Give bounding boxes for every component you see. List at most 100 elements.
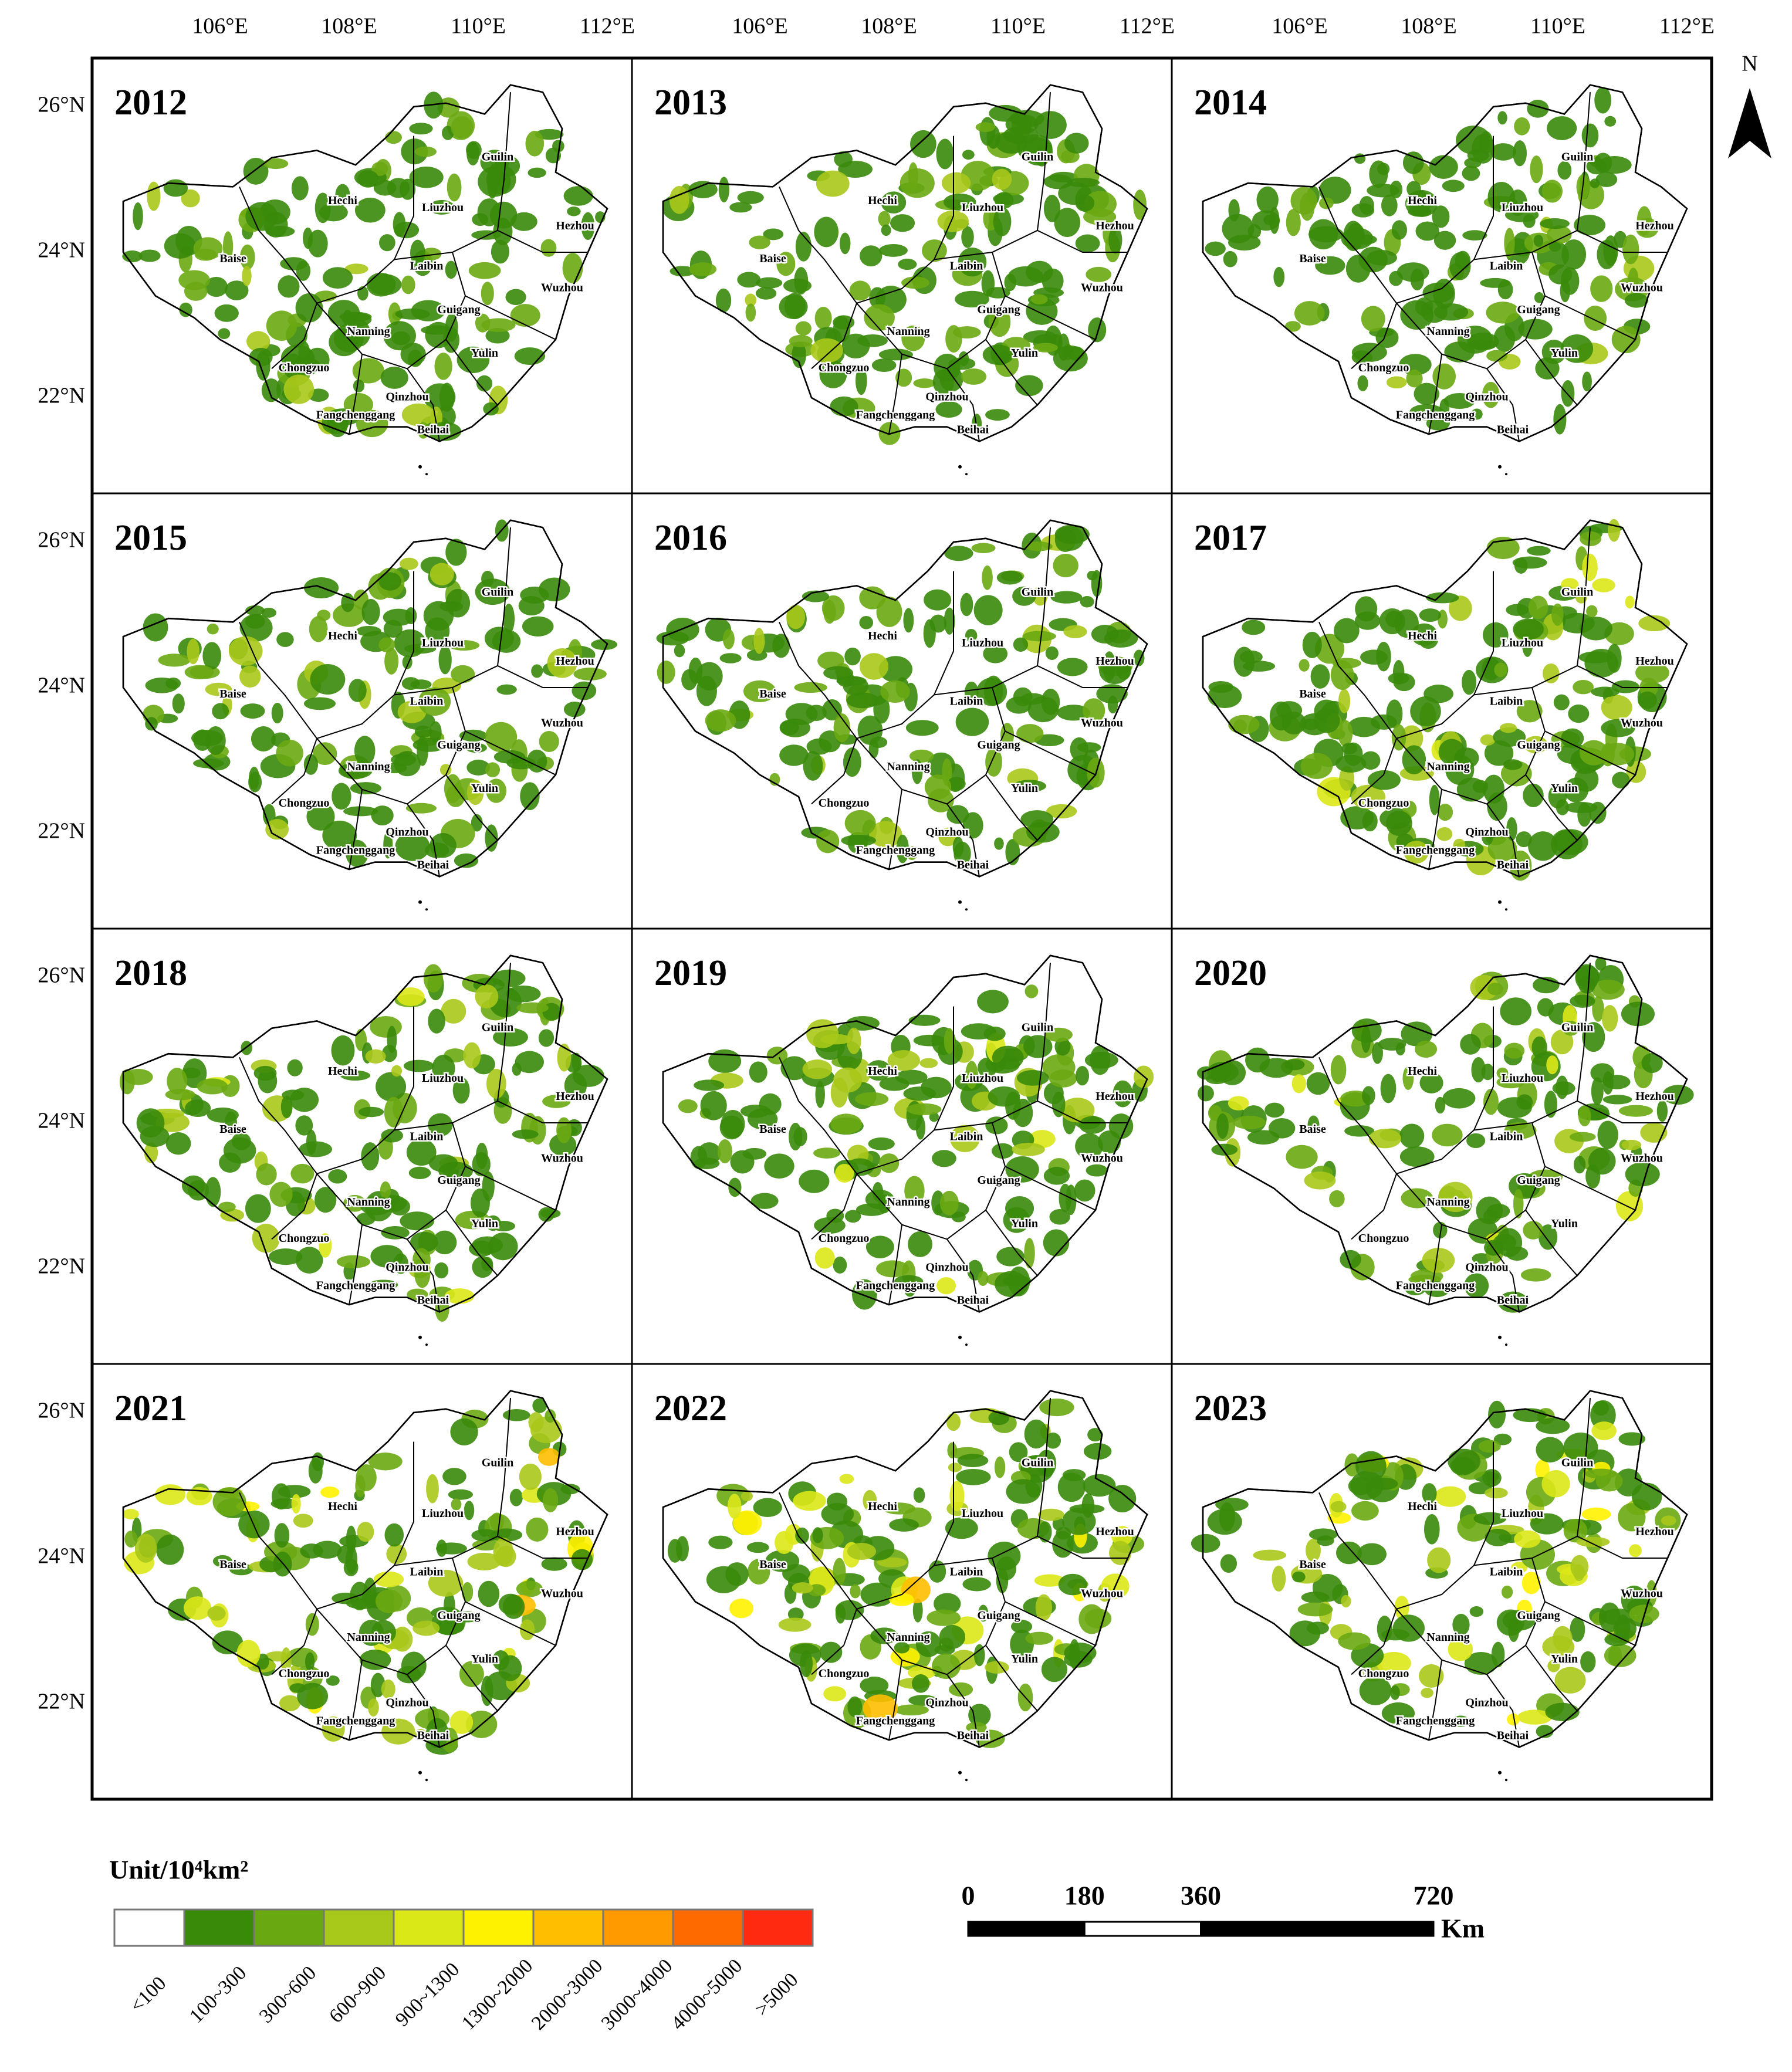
density-patch (516, 1580, 543, 1597)
city-label: Baise (219, 688, 246, 700)
city-label: Nanning (887, 1196, 929, 1208)
density-patch (985, 1116, 1008, 1135)
city-boundary (239, 1492, 318, 1675)
density-patch (1456, 777, 1486, 802)
density-patch (1276, 701, 1303, 720)
density-patch (158, 654, 191, 667)
city-label: Qinzhou (386, 1261, 428, 1274)
density-patch (313, 742, 337, 766)
density-patch (455, 1611, 479, 1623)
density-patch (225, 1111, 238, 1135)
density-patch (983, 644, 1008, 663)
density-patch (900, 168, 935, 198)
density-patch (291, 176, 309, 201)
density-patch (1054, 1037, 1071, 1056)
city-label: Guigang (1517, 1174, 1560, 1187)
density-patch (994, 837, 1004, 850)
density-patch (401, 138, 428, 165)
density-patch (1083, 1443, 1112, 1460)
density-patch (375, 1589, 403, 1613)
density-patch (156, 1534, 184, 1565)
density-patch (353, 379, 365, 392)
panel-year: 2021 (114, 1389, 187, 1428)
density-patch (336, 1255, 370, 1268)
panel-year: 2023 (1194, 1389, 1267, 1428)
density-patch (1578, 976, 1596, 994)
density-patch (564, 1072, 587, 1099)
density-patch (855, 367, 867, 395)
density-patch (434, 1619, 465, 1635)
density-patch (335, 184, 350, 206)
city-boundary (779, 621, 858, 805)
density-patch (906, 1103, 942, 1115)
density-patch (779, 744, 809, 766)
city-label: Liuzhou (1502, 637, 1543, 649)
density-patch (1485, 1528, 1512, 1546)
city-label: Guilin (482, 585, 513, 598)
province-border (662, 519, 1148, 878)
density-patch (1205, 241, 1226, 256)
density-patch (451, 116, 474, 139)
density-patch (197, 1078, 228, 1095)
density-patch (1075, 234, 1100, 253)
city-boundary (349, 1224, 363, 1305)
city-label: Hezhou (556, 1525, 594, 1538)
density-patch (1252, 210, 1280, 231)
density-patch (384, 1523, 404, 1547)
city-label: Hezhou (1635, 655, 1674, 668)
density-patch (471, 814, 483, 832)
city-boundary (1318, 1492, 1398, 1675)
density-patch (729, 1599, 754, 1619)
density-patch (1486, 350, 1507, 362)
density-patch (1268, 1118, 1296, 1139)
density-patch (669, 186, 689, 214)
density-patch (1432, 1123, 1463, 1147)
density-patch (181, 1067, 201, 1079)
density-patch (844, 647, 861, 666)
density-patch (1075, 194, 1095, 212)
density-patch (1480, 277, 1510, 288)
density-patch (719, 653, 742, 663)
density-patch (532, 1398, 547, 1413)
density-patch (1113, 1080, 1133, 1108)
density-patch (814, 306, 832, 330)
density-patch (1516, 700, 1543, 723)
city-label: Nanning (887, 325, 929, 338)
density-patch (1043, 1229, 1070, 1257)
density-patch (1540, 218, 1570, 229)
density-patch (1448, 1637, 1473, 1661)
density-patch (202, 642, 222, 670)
density-patch (988, 307, 1011, 337)
north-arrow (1728, 88, 1771, 158)
density-patch (802, 590, 830, 602)
density-patch (1069, 1639, 1080, 1670)
density-patch (1464, 1651, 1498, 1675)
density-patch (1631, 1482, 1662, 1511)
density-patch (1043, 174, 1073, 189)
city-label: Hezhou (556, 1090, 594, 1103)
north-label: N (1742, 52, 1757, 76)
density-patch (1496, 1076, 1525, 1089)
density-patch (486, 1068, 506, 1099)
density-patch (1622, 234, 1639, 265)
density-patch (965, 629, 978, 642)
legend-swatch (672, 1908, 744, 1947)
city-label: Guilin (1022, 150, 1053, 163)
density-patch (964, 681, 979, 703)
density-patch (689, 262, 717, 276)
density-patch (187, 638, 200, 665)
city-label: Baise (759, 1123, 786, 1136)
city-boundary (445, 1210, 498, 1277)
city-label: Hezhou (1096, 655, 1134, 668)
density-patch (1381, 1702, 1415, 1724)
panel-year: 2018 (114, 953, 187, 993)
density-patch (1088, 317, 1107, 343)
city-boundary (452, 1122, 556, 1211)
density-patch (847, 1696, 863, 1718)
island (418, 1335, 422, 1339)
density-patch (228, 636, 263, 666)
density-patch (572, 681, 597, 700)
density-patch (520, 782, 540, 811)
density-patch (319, 1233, 332, 1258)
city-label: Chongzuo (279, 1667, 330, 1680)
